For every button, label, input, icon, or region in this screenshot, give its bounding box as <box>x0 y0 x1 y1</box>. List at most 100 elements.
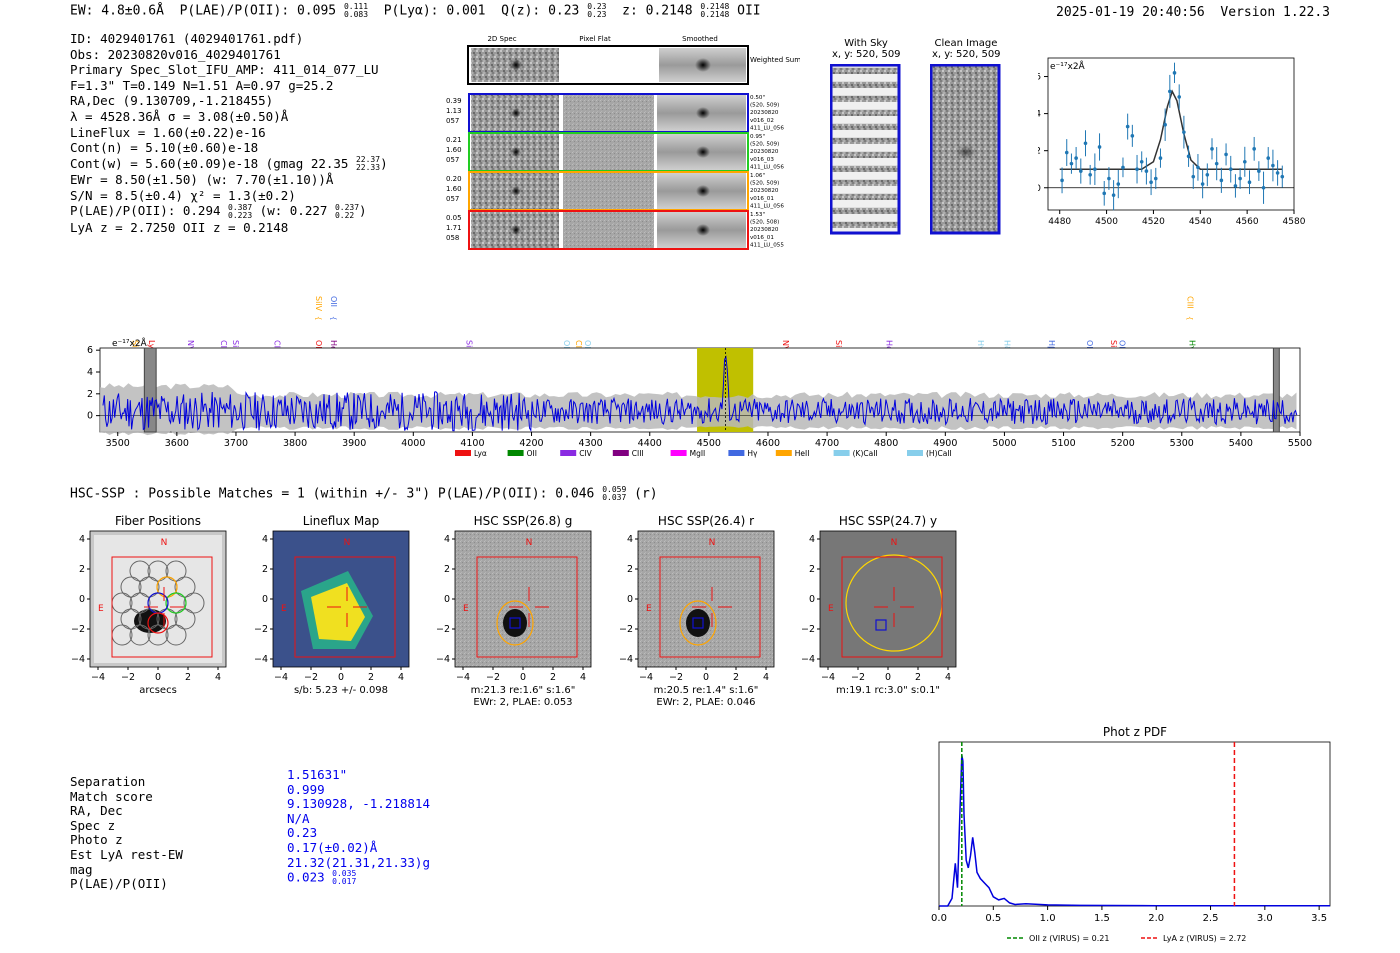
hsc-xtick-label: −4 <box>456 672 470 683</box>
hsc-xtick-label: −2 <box>304 672 318 683</box>
spec-xtick-label: 5300 <box>1170 438 1194 449</box>
hsc-ytick-label: 2 <box>627 564 633 575</box>
info-plae-lo: 0.223 <box>228 210 253 220</box>
sky-coords: x, y: 520, 509 <box>832 49 901 60</box>
fiber-circle <box>129 592 151 614</box>
fiber-circle <box>138 576 160 598</box>
row-3-left-2: 058 <box>446 234 459 242</box>
zoom-data-point <box>1191 174 1196 179</box>
match-values: 1.51631" 0.999 9.130928, -1.218814 N/A 0… <box>287 767 430 886</box>
row-1-left-0: 0.21 <box>446 136 462 144</box>
hsc-xtick-label: 2 <box>915 672 921 683</box>
hsc-search-box <box>841 556 943 658</box>
hsc-xtick-label: −2 <box>121 672 135 683</box>
hsc-ytick-label: 2 <box>444 564 450 575</box>
fiber-orange <box>156 576 178 598</box>
hsc-ytick-label: −2 <box>254 624 268 635</box>
clean-caption: Clean Image x, y: 520, 509 <box>932 38 1001 60</box>
photz-xtick-label: 3.5 <box>1311 913 1327 924</box>
hsc-xtick-label: 4 <box>580 672 586 683</box>
fiber-circle <box>147 624 169 646</box>
sky-stripe <box>832 166 898 172</box>
spec-legend-label: CIV <box>579 449 592 458</box>
hsc-ytick-label: 0 <box>444 594 450 605</box>
sky-gap <box>832 74 898 81</box>
hsc-xtick-label: −2 <box>669 672 683 683</box>
zoom-data-point <box>1219 178 1224 183</box>
photz-legend: OII z (VIRUS) = 0.21 LyA z (VIRUS) = 2.7… <box>1007 934 1246 943</box>
spec-xtick-label: 4800 <box>874 438 898 449</box>
sky-stripe <box>832 110 898 116</box>
fiber-circle <box>120 576 142 598</box>
sky-caption: With Sky x, y: 520, 509 <box>832 38 901 60</box>
fiber-circle <box>138 608 160 630</box>
match-label-separation: Separation <box>70 774 146 789</box>
zoom-data-point <box>1275 171 1280 175</box>
spec-legend-swatch <box>907 450 923 456</box>
hsc-panel-caption1: s/b: 5.23 +/- 0.098 <box>294 685 388 696</box>
hsc-xtick-label: −2 <box>851 672 865 683</box>
sky-gap <box>832 172 898 179</box>
row-3-right-0: 1.53" <box>750 212 765 218</box>
spec-line-id: OII <box>329 296 338 307</box>
match-label-specz: Spec z <box>70 817 116 833</box>
hsc-search-box <box>294 556 396 658</box>
info-primary: Primary Spec_Slot_IFU_AMP: 411_014_077_L… <box>70 62 379 78</box>
header-plya: P(Lyα): 0.001 <box>383 3 486 19</box>
header-plae-lo: 0.083 <box>343 10 369 19</box>
zoom-data-point <box>1107 176 1111 181</box>
hsc-aperture <box>496 600 534 646</box>
header-plae: P(LAE)/P(OII): 0.095 <box>179 3 337 19</box>
spec-legend-label: (H)CaII <box>926 449 952 458</box>
row-1-pixelflat <box>563 134 654 170</box>
sky-stripe <box>832 180 898 186</box>
spec-legend-swatch <box>833 450 850 456</box>
hsc-xtick-label: 2 <box>550 672 556 683</box>
row-3-right-2: 20230820 <box>750 227 779 233</box>
row-3-left-0: 0.05 <box>446 214 462 222</box>
spec-line-id: NV <box>781 340 790 352</box>
hsc-panel-caption1: arcsecs <box>139 685 177 696</box>
spec-line-brace: { <box>1186 316 1194 320</box>
hsc-xtick-label: −4 <box>639 672 653 683</box>
spec-xtick-label: 3700 <box>224 438 248 449</box>
hsc-match-box <box>875 619 887 631</box>
zoom-data-point <box>1135 167 1139 172</box>
row-2-right-3: v016_01 <box>750 196 774 202</box>
zoom-xtick-label: 4560 <box>1236 217 1259 227</box>
hsc-search-box <box>659 556 761 658</box>
match-labels: Separation Match score RA, Dec Spec z Ph… <box>70 774 183 892</box>
hsc-ytick-label: 4 <box>809 534 815 545</box>
header-line: OII <box>737 3 761 19</box>
header-version: Version 1.22.3 <box>1220 5 1330 20</box>
east-label: E <box>98 604 104 614</box>
header-qz: Q(z): 0.23 <box>501 3 580 19</box>
header-z-hi: 0.2148 <box>700 2 730 11</box>
fiber-circle <box>165 624 187 646</box>
spec-xtick-label: 5500 <box>1288 438 1312 449</box>
spec-xtick-label: 5000 <box>992 438 1016 449</box>
sky-gap <box>832 214 898 221</box>
info-contw: Cont(w) = 5.60(±0.09)e-18 (gmag 22.35 <box>70 155 349 171</box>
zoom-data-point <box>1252 147 1256 151</box>
match-value-photoz: 0.23 <box>287 825 318 841</box>
east-label: E <box>463 604 469 614</box>
row-1-right-1: (520, 509) <box>750 142 779 148</box>
info-plae-w-hi: 0.237 <box>334 202 360 212</box>
zoom-data-point <box>1233 184 1238 188</box>
sky-stripe <box>832 152 898 158</box>
row-3-pixelflat <box>563 212 654 248</box>
sky-stripe <box>832 208 898 214</box>
zoom-ytick-label: 2 <box>1038 147 1041 157</box>
header-timestamp-version: 2025-01-19 20:40:56 Version 1.22.3 <box>1056 5 1330 20</box>
hsc-xtick-label: 0 <box>885 672 891 683</box>
row-3-left-1: 1.71 <box>446 224 462 232</box>
zoom-data-point <box>1172 71 1177 75</box>
zoom-data-point <box>1060 178 1064 183</box>
hsc-ytick-label: −4 <box>801 654 815 665</box>
sky-stripe <box>832 82 898 88</box>
zoom-data-point <box>1102 191 1107 196</box>
